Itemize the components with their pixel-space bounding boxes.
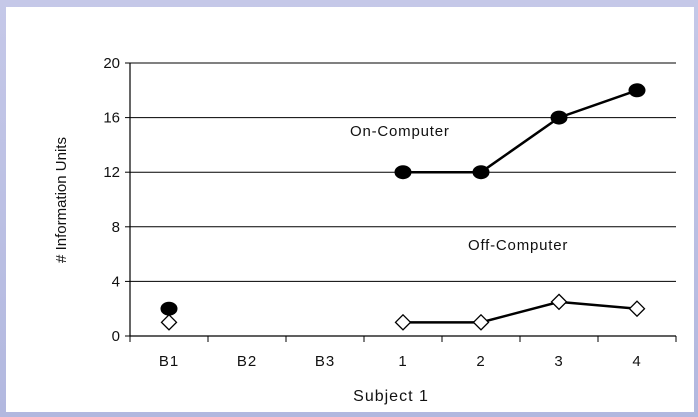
series-off-computer	[160, 293, 646, 331]
data-point-circle	[628, 83, 646, 98]
y-tick-label: 16	[103, 110, 120, 127]
x-axis-title: Subject 1	[353, 388, 429, 405]
data-point-diamond	[394, 313, 412, 331]
x-tick-label: 1	[398, 353, 407, 370]
x-tick-label: 2	[476, 353, 485, 370]
data-point-diamond	[160, 313, 178, 331]
data-point-circle	[394, 165, 412, 180]
series-on-computer	[160, 83, 646, 316]
series-label-on-computer: On-Computer	[350, 123, 450, 140]
x-tick-label: 4	[632, 353, 641, 370]
y-tick-label: 0	[112, 328, 120, 345]
data-point-diamond	[628, 300, 646, 318]
series-line	[403, 300, 638, 324]
y-axis-title: # Information Units	[53, 137, 70, 263]
x-tick-label: B2	[237, 353, 257, 370]
chart-panel: 0 4 8 12 16 20 B1 B2 B3 1 2 3 4 On-Computer Off-Comput…	[6, 7, 694, 412]
data-point-diamond	[472, 313, 490, 331]
data-point-circle	[550, 110, 568, 125]
series-label-off-computer: Off-Computer	[468, 237, 568, 254]
data-point-circle	[160, 301, 178, 316]
y-tick-label: 8	[112, 219, 120, 236]
y-tick-label: 4	[112, 273, 120, 290]
y-tick-label: 12	[103, 164, 120, 181]
x-tick-label: B1	[159, 353, 179, 370]
data-point-circle	[472, 165, 490, 180]
x-tick-label: 3	[554, 353, 563, 370]
data-point-diamond	[550, 293, 568, 311]
series-line	[403, 89, 638, 174]
y-tick-label: 20	[103, 55, 120, 72]
x-tick-label: B3	[315, 353, 335, 370]
